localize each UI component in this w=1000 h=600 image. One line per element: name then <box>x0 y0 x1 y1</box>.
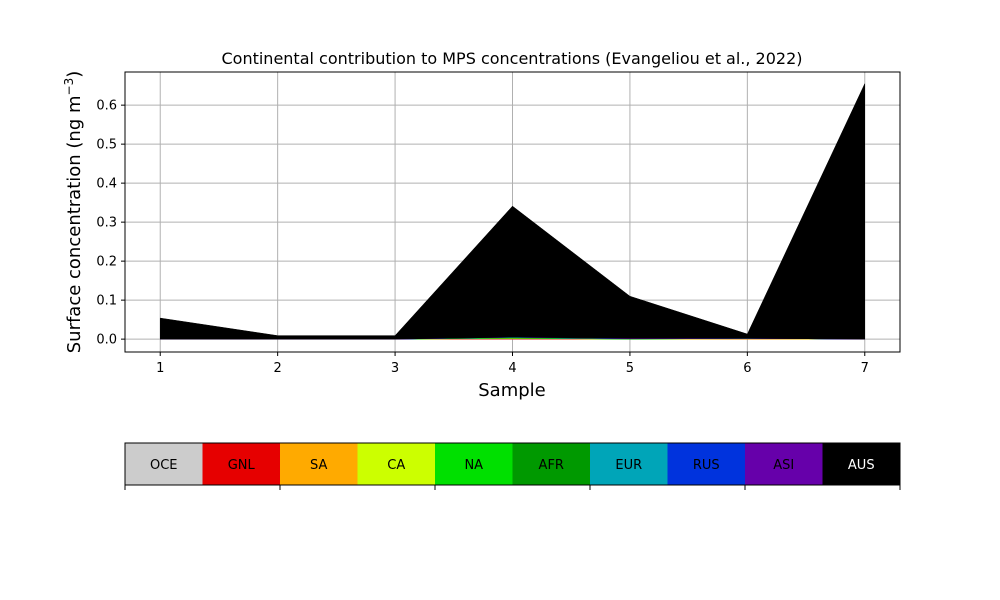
x-axis-label: Sample <box>478 380 546 401</box>
legend-label-aus: AUS <box>848 458 875 473</box>
legend-frame <box>124 442 901 486</box>
grid-lines <box>125 72 900 352</box>
legend-swatch-rus <box>667 443 745 485</box>
y-tick-label: 0.6 <box>96 99 117 114</box>
region-colorbar-legend: OCE GNL SA CA NA AFR EUR RUS ASI AUS <box>124 442 901 490</box>
legend-label-rus: RUS <box>693 458 720 473</box>
area-aus <box>159 83 866 340</box>
legend-swatch-aus <box>822 443 900 485</box>
legend-swatch-na <box>435 443 513 485</box>
legend-swatch-eur <box>590 443 668 485</box>
legend-label-sa: SA <box>310 458 327 473</box>
y-tick-label: 0.1 <box>96 294 117 309</box>
x-tick-label: 7 <box>861 361 869 376</box>
legend-label-ca: CA <box>387 458 405 473</box>
legend-label-asi: ASI <box>773 458 794 473</box>
chart-title: Continental contribution to MPS concentr… <box>221 49 802 68</box>
y-axis-label-close: ) <box>64 71 85 78</box>
legend-label-oce: OCE <box>150 458 178 473</box>
legend-swatch-afr <box>512 443 590 485</box>
y-axis-label-main: Surface concentration (ng m <box>64 95 85 353</box>
y-tick-label: 0.2 <box>96 255 117 270</box>
y-tick-label: 0.5 <box>96 138 117 153</box>
legend-swatch-ca <box>357 443 435 485</box>
x-tick-label: 2 <box>274 361 282 376</box>
y-axis-label-exponent: −3 <box>62 78 76 96</box>
y-tick-label: 0.4 <box>96 177 117 192</box>
legend-label-na: NA <box>464 458 483 473</box>
x-tick-label: 6 <box>743 361 751 376</box>
x-tick-label: 5 <box>626 361 634 376</box>
legend-label-eur: EUR <box>615 458 642 473</box>
y-axis-ticks: 0.0 0.1 0.2 0.3 0.4 0.5 0.6 <box>96 99 125 348</box>
legend-swatch-gnl <box>202 443 280 485</box>
legend-label-gnl: GNL <box>228 458 256 473</box>
y-tick-label: 0.0 <box>96 333 117 348</box>
x-tick-label: 4 <box>508 361 516 376</box>
x-tick-label: 3 <box>391 361 399 376</box>
x-axis-ticks: 1 2 3 4 5 6 7 <box>156 352 869 376</box>
legend-swatch-sa <box>280 443 358 485</box>
x-tick-label: 1 <box>156 361 164 376</box>
legend-swatch-oce <box>125 443 203 485</box>
legend-swatch-asi <box>745 443 823 485</box>
y-axis-label: Surface concentration (ng m−3) <box>62 71 85 354</box>
y-tick-label: 0.3 <box>96 216 117 231</box>
legend-label-afr: AFR <box>539 458 564 473</box>
stacked-areas <box>159 83 866 340</box>
